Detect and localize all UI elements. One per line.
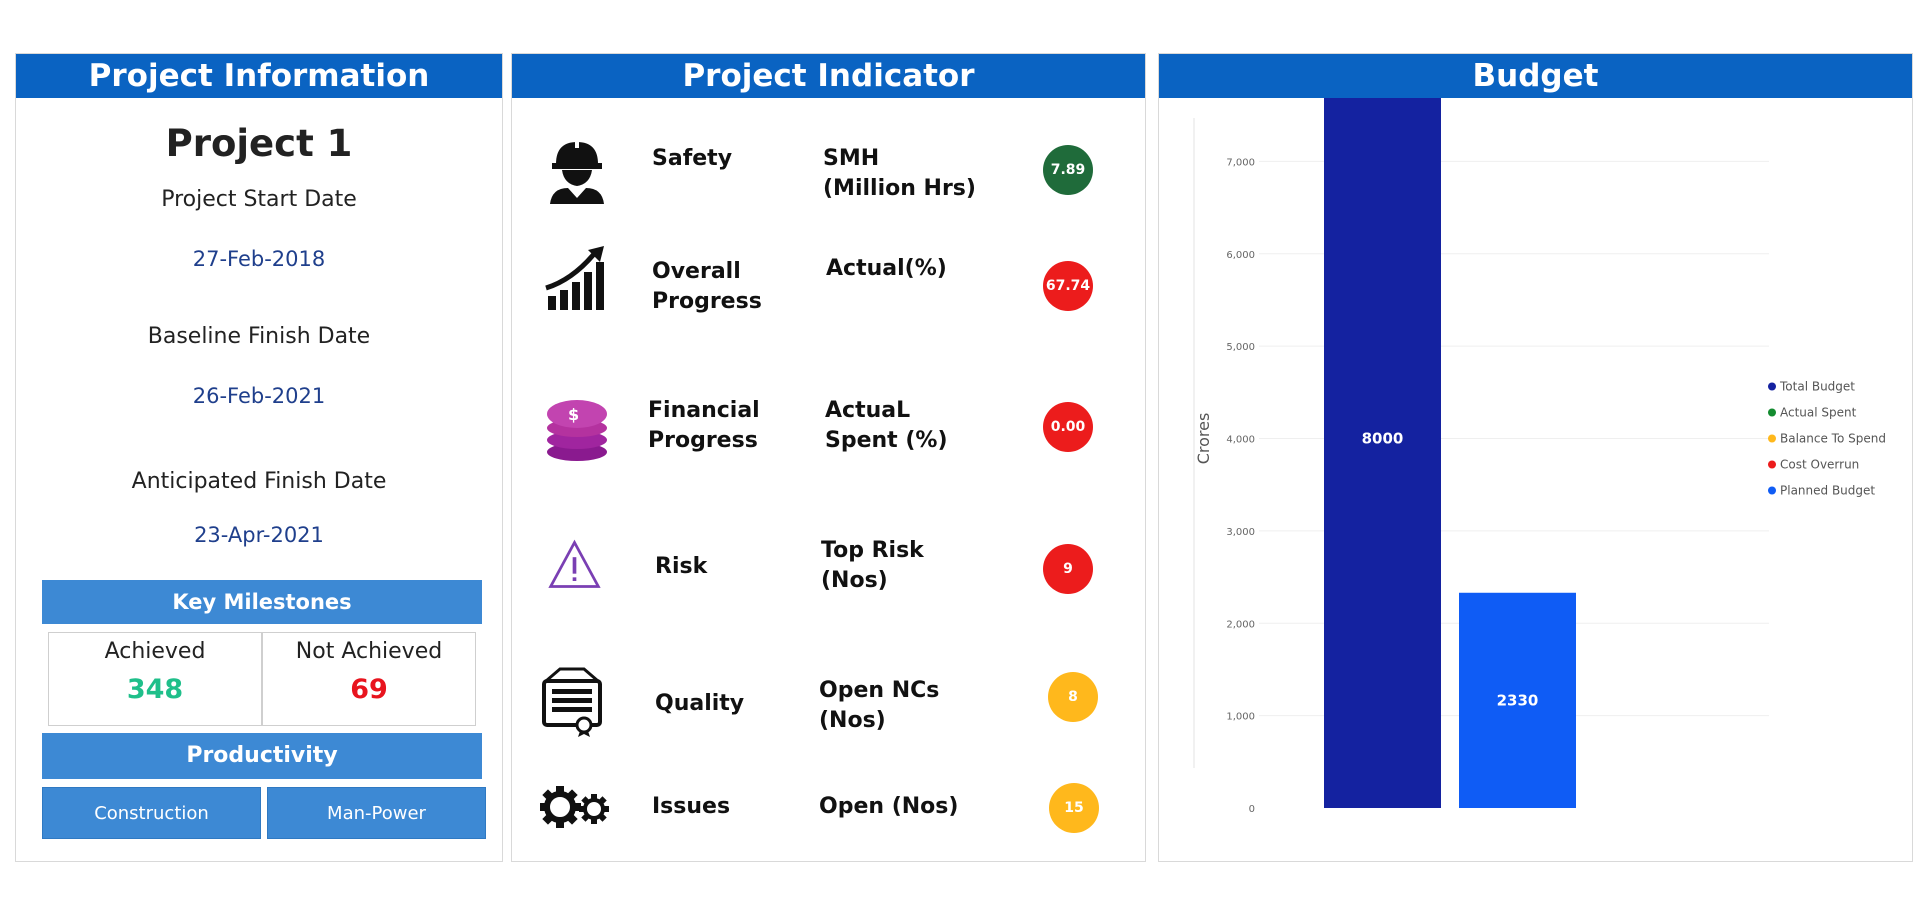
not-achieved-milestones: Not Achieved 69: [262, 632, 476, 726]
safety-metric-line2: (Million Hrs): [823, 176, 976, 201]
financial-progress-name-line2: Progress: [648, 428, 758, 453]
not-achieved-value: 69: [350, 674, 388, 705]
legend-marker: [1768, 434, 1776, 443]
overall-progress-metric-line1: Actual(%): [826, 256, 947, 281]
start-date-label: Project Start Date: [161, 187, 357, 212]
financial-progress-name-line1: Financial: [648, 398, 760, 423]
overall-progress-name: Overall Progress: [652, 257, 762, 317]
achieved-value: 348: [126, 674, 184, 705]
issues-metric: Open (Nos): [819, 792, 958, 822]
bar-label: 2330: [1497, 691, 1539, 709]
baseline-finish-label: Baseline Finish Date: [147, 324, 371, 349]
key-milestones-header: Key Milestones: [42, 580, 482, 624]
y-axis-label: Crores: [1194, 413, 1213, 465]
financial-progress-metric-line1: ActuaL: [825, 398, 911, 423]
safety-name-line: Safety: [652, 146, 733, 171]
y-tick-label: 7,000: [1226, 157, 1255, 168]
project-indicator-panel: Project Indicator Safety SMH (Million Hr…: [511, 53, 1146, 862]
progress-chart-icon: [545, 246, 604, 310]
y-tick-label: 4,000: [1226, 435, 1255, 446]
safety-name: Safety: [652, 144, 732, 174]
financial-progress-metric-line2: Spent (%): [825, 428, 948, 453]
quality-name: Quality: [655, 689, 744, 719]
worker-icon: [550, 138, 604, 204]
risk-metric-line1: Top Risk: [821, 538, 924, 563]
overall-progress-name-line1: Overall: [652, 259, 741, 284]
bar-planned-budget: [1459, 592, 1576, 808]
svg-text:$: $: [568, 405, 579, 424]
y-tick-label: 2,000: [1226, 619, 1255, 630]
project-information-panel: Project Information Project 1 Project St…: [15, 53, 503, 862]
issues-metric-line1: Open (Nos): [819, 794, 959, 819]
y-tick-label: 5,000: [1226, 342, 1255, 353]
bar-label: 8000: [1362, 430, 1404, 448]
legend-entry: Actual Spent: [1780, 406, 1857, 420]
risk-badge: 9: [1043, 544, 1093, 594]
issues-name: Issues: [652, 792, 730, 822]
coins-icon: $: [547, 400, 607, 461]
legend-entry: Balance To Spend: [1780, 432, 1886, 446]
risk-name: Risk: [655, 552, 707, 582]
quality-metric-line1: Open NCs: [819, 678, 940, 703]
gears-icon: [540, 786, 609, 828]
legend-entry: Total Budget: [1779, 380, 1855, 394]
risk-metric-line2: (Nos): [821, 568, 888, 593]
achieved-milestones: Achieved 348: [48, 632, 262, 726]
anticipated-finish-label: Anticipated Finish Date: [131, 469, 387, 494]
risk-name-line: Risk: [655, 554, 708, 579]
financial-progress-name: Financial Progress: [648, 396, 760, 456]
budget-panel: Budget 0 1,000 2,000 3,000 4,000 5,000 6,000 7,…: [1158, 53, 1913, 862]
anticipated-finish-value: 23-Apr-2021: [194, 523, 324, 547]
y-tick-label: 6,000: [1226, 250, 1255, 261]
certificate-icon: [542, 667, 602, 737]
legend-entry: Cost Overrun: [1780, 458, 1859, 472]
legend-marker: [1768, 460, 1776, 469]
start-date-value: 27-Feb-2018: [192, 247, 326, 271]
bar-total-budget: [1324, 98, 1441, 808]
not-achieved-label: Not Achieved: [295, 639, 443, 664]
project-information-header: Project Information: [16, 54, 502, 98]
safety-badge: 7.89: [1043, 145, 1093, 195]
y-tick-label: 3,000: [1226, 527, 1255, 538]
productivity-header: Productivity: [42, 733, 482, 779]
overall-progress-metric: Actual(%): [826, 254, 947, 284]
legend-entry: Planned Budget: [1780, 484, 1875, 498]
safety-metric: SMH (Million Hrs): [823, 144, 976, 204]
quality-badge: 8: [1048, 672, 1098, 722]
issues-name-line: Issues: [652, 794, 731, 819]
budget-header: Budget: [1159, 54, 1912, 98]
y-tick-label: 1,000: [1226, 712, 1255, 723]
quality-metric-line2: (Nos): [819, 708, 886, 733]
y-tick-label: 0: [1249, 804, 1255, 815]
overall-progress-badge: 67.74: [1043, 261, 1093, 311]
project-title: Project 1: [165, 122, 353, 165]
budget-chart: 01,0002,0003,0004,0005,0006,0007,0008,00…: [1193, 98, 1886, 815]
construction-button[interactable]: Construction: [42, 787, 261, 839]
quality-metric: Open NCs (Nos): [819, 676, 939, 736]
manpower-button[interactable]: Man-Power: [267, 787, 486, 839]
financial-progress-metric: ActuaL Spent (%): [825, 396, 948, 456]
warning-icon: [548, 539, 601, 588]
risk-metric: Top Risk (Nos): [821, 536, 924, 596]
safety-metric-line1: SMH: [823, 146, 880, 171]
achieved-label: Achieved: [104, 639, 206, 664]
overall-progress-name-line2: Progress: [652, 289, 762, 314]
project-indicator-header: Project Indicator: [512, 54, 1145, 98]
financial-progress-badge: 0.00: [1043, 402, 1093, 452]
baseline-finish-value: 26-Feb-2021: [192, 384, 326, 408]
legend-marker: [1768, 408, 1776, 417]
quality-name-line: Quality: [655, 691, 745, 716]
legend-marker: [1768, 486, 1776, 495]
issues-badge: 15: [1049, 783, 1099, 833]
legend-marker: [1768, 382, 1776, 391]
